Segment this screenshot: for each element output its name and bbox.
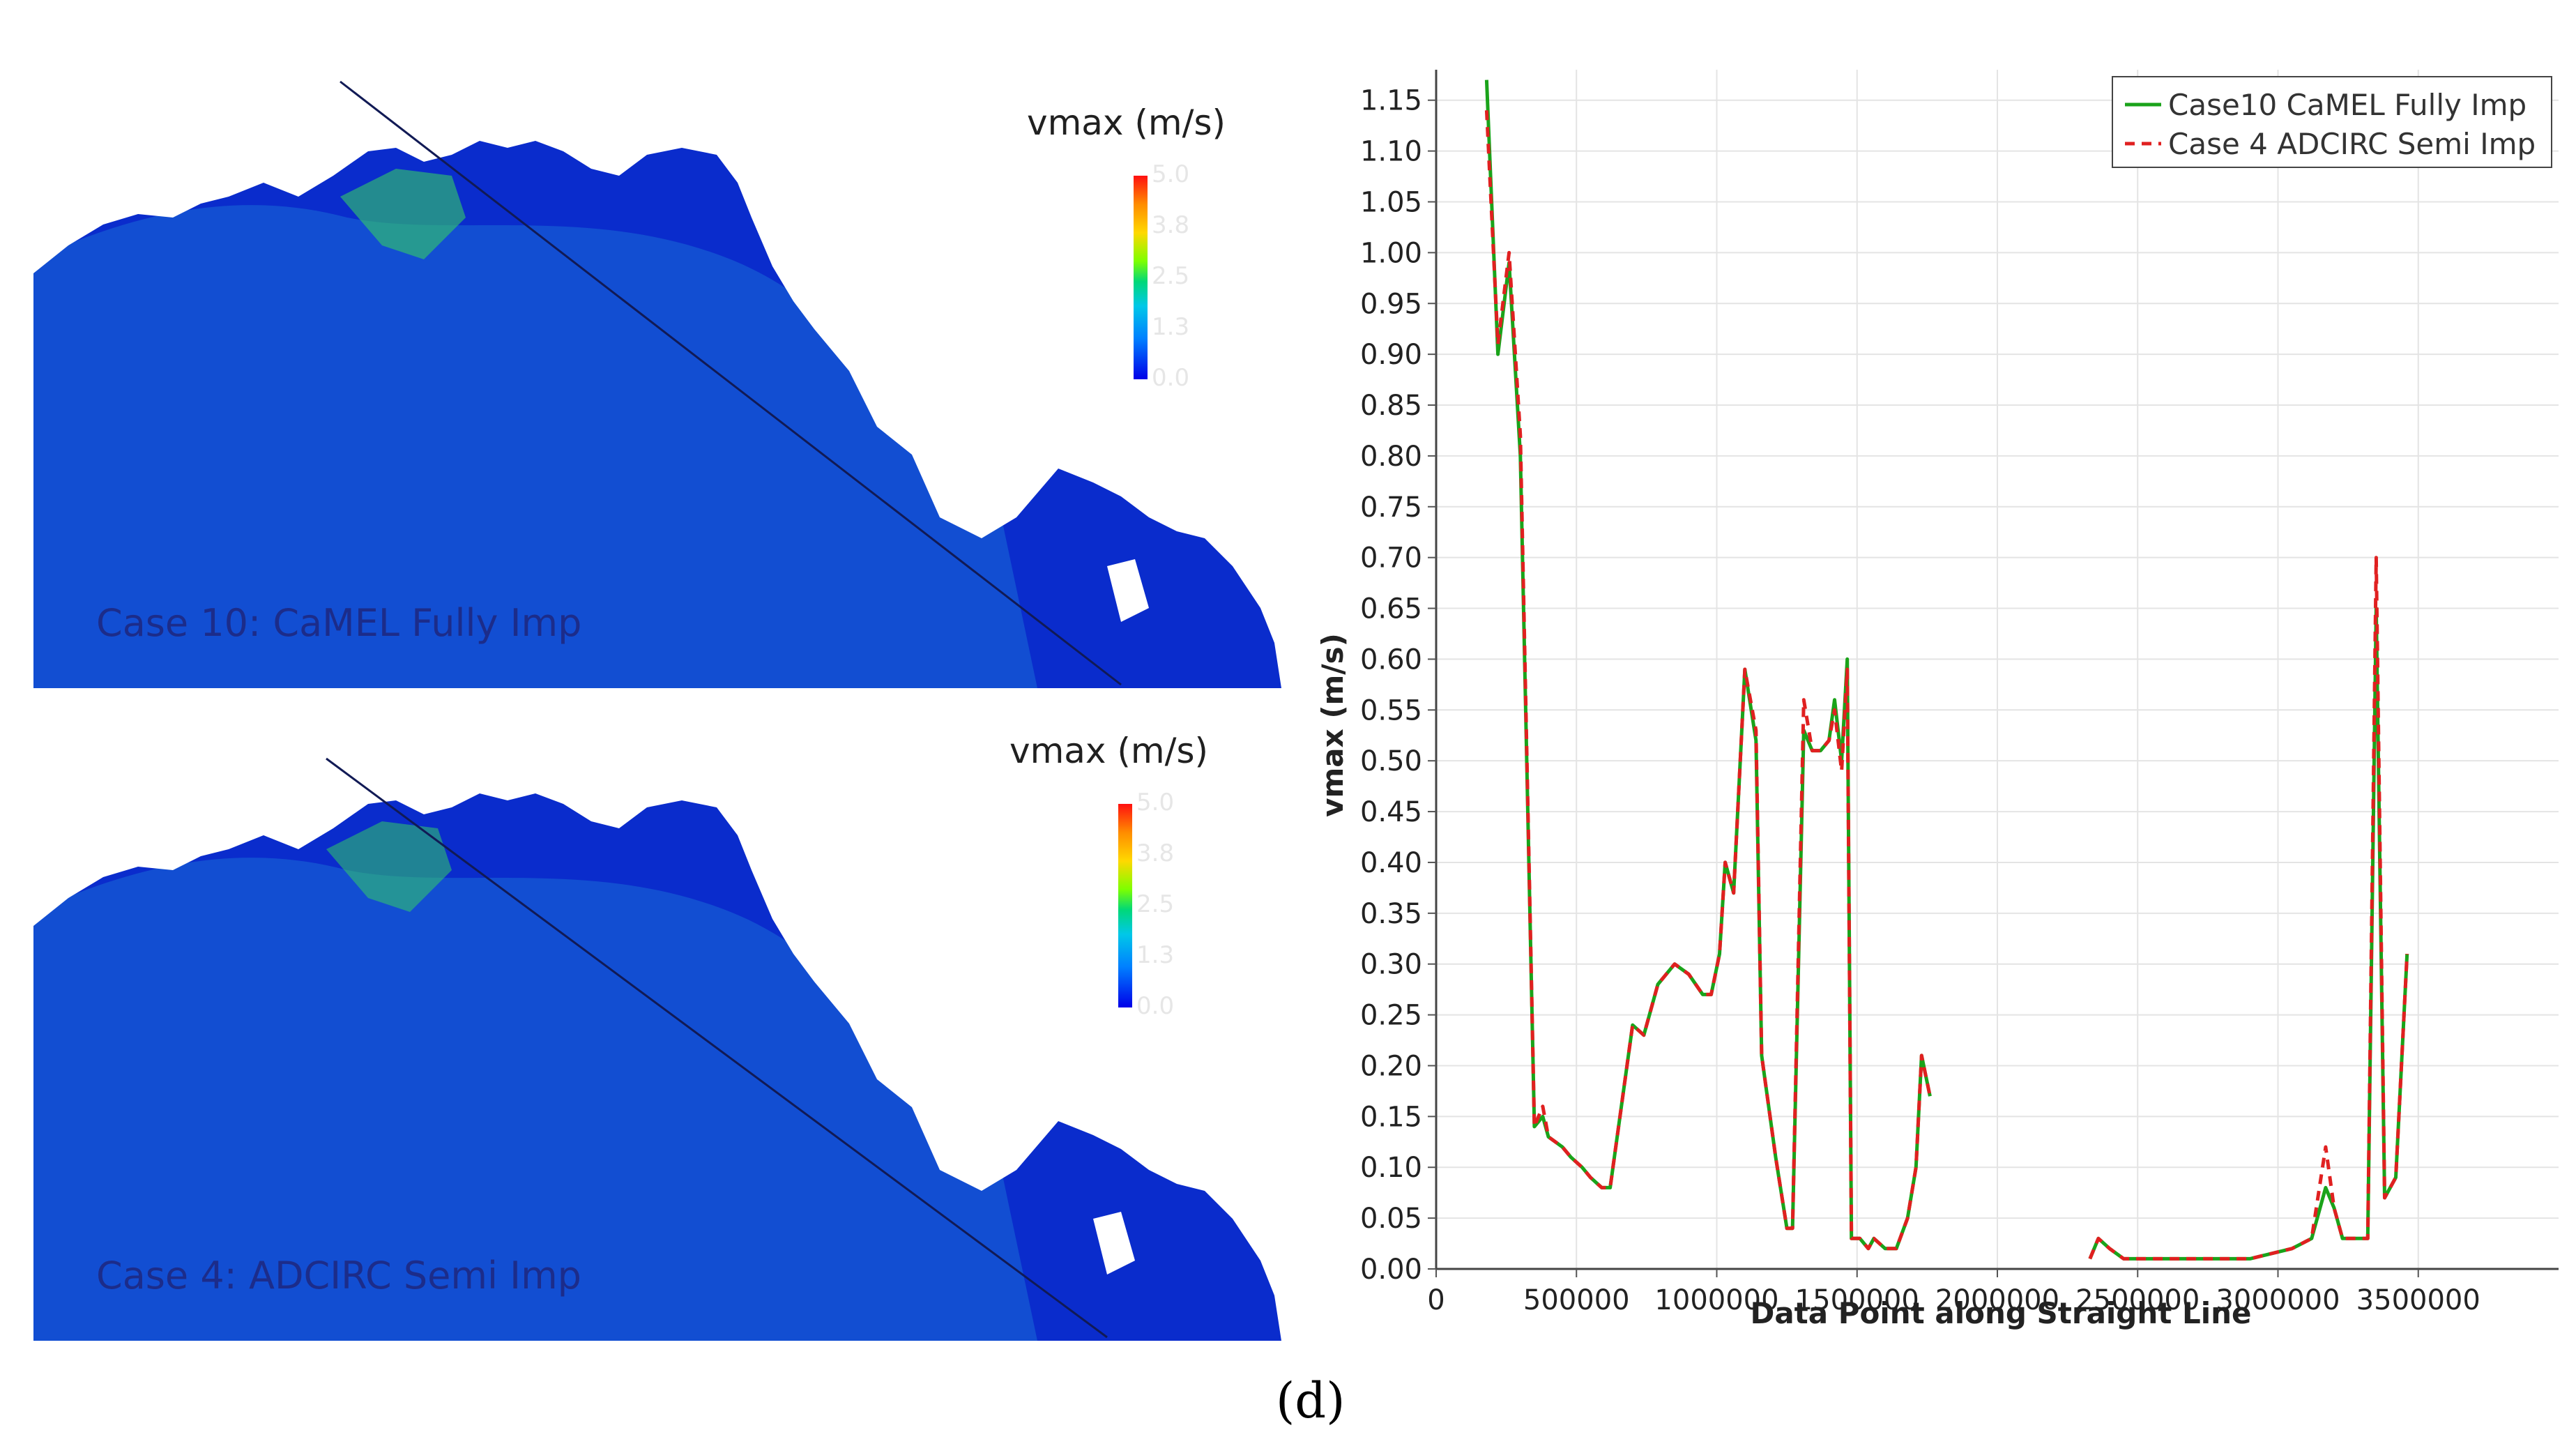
- series-line-1: [1484, 79, 1932, 1251]
- y-tick-label: 0.60: [1360, 644, 1422, 676]
- florida-peninsula: [905, 36, 996, 301]
- chart-ticks: 0.00 0.05 0.10 0.15 0.20 0.25 0.30 0.35 0.40 0.45…: [1360, 85, 2480, 1316]
- legend-label-2: Case 4 ADCIRC Semi Imp: [2168, 127, 2536, 161]
- y-tick-label: 0.85: [1360, 390, 1422, 422]
- colorbar-tick: 3.8: [1136, 839, 1175, 867]
- x-tick-label: 2000000: [1935, 1284, 2059, 1316]
- map-panel-case4: Case 4: ADCIRC Semi Imp vmax (m/s) 5.0 3…: [33, 689, 1313, 1341]
- y-tick-label: 0.80: [1360, 441, 1422, 473]
- y-tick-label: 0.70: [1360, 542, 1422, 575]
- colorbar-tick: 0.0: [1152, 364, 1190, 392]
- legend-box: [2112, 76, 2552, 168]
- colorbar-tick: 5.0: [1152, 160, 1190, 188]
- y-tick-label: 0.90: [1360, 339, 1422, 371]
- y-tick-label: 1.15: [1360, 85, 1422, 117]
- y-tick-label: 0.35: [1360, 898, 1422, 930]
- map-panel-case10: Case 10: CaMEL Fully Imp vmax (m/s) 5.0 …: [33, 36, 1313, 688]
- high-velocity-zone: [326, 821, 452, 912]
- y-tick-label: 0.00: [1360, 1254, 1422, 1286]
- y-tick-label: 0.30: [1360, 949, 1422, 981]
- gulf-map-case10: [33, 36, 1313, 688]
- x-tick-label: 500000: [1523, 1284, 1630, 1316]
- y-tick-label: 0.95: [1360, 288, 1422, 320]
- colorbar-title: vmax (m/s): [1009, 731, 1209, 771]
- y-tick-label: 0.20: [1360, 1050, 1422, 1082]
- colorbar: [1134, 176, 1148, 379]
- y-tick-label: 1.10: [1360, 136, 1422, 168]
- y-tick-label: 0.40: [1360, 847, 1422, 879]
- colorbar-tick: 2.5: [1152, 262, 1190, 290]
- colorbar-tick: 5.0: [1136, 789, 1175, 816]
- y-tick-label: 0.50: [1360, 745, 1422, 777]
- y-tick-label: 0.55: [1360, 694, 1422, 726]
- island: [1093, 1212, 1135, 1275]
- x-axis-label: Data Point along Straight Line: [1750, 1296, 2251, 1330]
- y-tick-label: 0.10: [1360, 1152, 1422, 1184]
- y-tick-label: 0.15: [1360, 1101, 1422, 1133]
- x-tick-label: 1000000: [1654, 1284, 1778, 1316]
- subfigure-caption: (d): [1276, 1372, 1346, 1429]
- y-tick-label: 0.65: [1360, 593, 1422, 625]
- legend-label-1: Case10 CaMEL Fully Imp: [2168, 88, 2527, 122]
- x-tick-label: 3000000: [2216, 1284, 2340, 1316]
- y-tick-label: 0.45: [1360, 796, 1422, 828]
- chart-lines: [1484, 79, 2409, 1261]
- series-line-2: [2088, 556, 2409, 1261]
- y-tick-label: 0.75: [1360, 492, 1422, 524]
- map-title: Case 10: CaMEL Fully Imp: [96, 601, 582, 645]
- coastline-land: [33, 689, 1313, 1341]
- y-axis-label: vmax (m/s): [1316, 633, 1350, 817]
- continental-shelf: [33, 858, 1037, 1341]
- colorbar-tick: 3.8: [1152, 211, 1190, 239]
- colorbar-tick: 0.0: [1136, 992, 1175, 1020]
- colorbar-tick: 2.5: [1136, 890, 1175, 918]
- colorbar-title: vmax (m/s): [1027, 102, 1226, 143]
- x-tick-label: 3500000: [2356, 1284, 2480, 1316]
- transect-line: [326, 757, 1108, 1339]
- x-tick-label: 2500000: [2075, 1284, 2200, 1316]
- island: [1107, 559, 1149, 622]
- series-line-2: [1484, 110, 1932, 1251]
- high-velocity-zone: [340, 169, 466, 259]
- florida-peninsula: [891, 689, 982, 954]
- gulf-map-case4: [33, 689, 1313, 1341]
- coastline-land: [33, 36, 1313, 688]
- chart-legend: Case10 CaMEL Fully Imp Case 4 ADCIRC Semi…: [2112, 76, 2552, 168]
- y-tick-label: 1.05: [1360, 186, 1422, 218]
- colorbar-tick: 1.3: [1136, 941, 1175, 969]
- map-title: Case 4: ADCIRC Semi Imp: [96, 1254, 581, 1298]
- x-tick-label: 0: [1427, 1284, 1445, 1316]
- continental-shelf: [33, 205, 1037, 688]
- y-tick-label: 1.00: [1360, 237, 1422, 269]
- x-tick-label: 1500000: [1795, 1284, 1919, 1316]
- colorbar: [1118, 804, 1132, 1007]
- colorbar-tick: 1.3: [1152, 313, 1190, 341]
- line-chart: 0.00 0.05 0.10 0.15 0.20 0.25 0.30 0.35 0.40 0.45…: [1316, 70, 2559, 1330]
- y-tick-label: 0.05: [1360, 1203, 1422, 1235]
- transect-line: [340, 80, 1122, 686]
- chart-grid: [1435, 70, 2559, 1270]
- y-tick-label: 0.25: [1360, 1000, 1422, 1032]
